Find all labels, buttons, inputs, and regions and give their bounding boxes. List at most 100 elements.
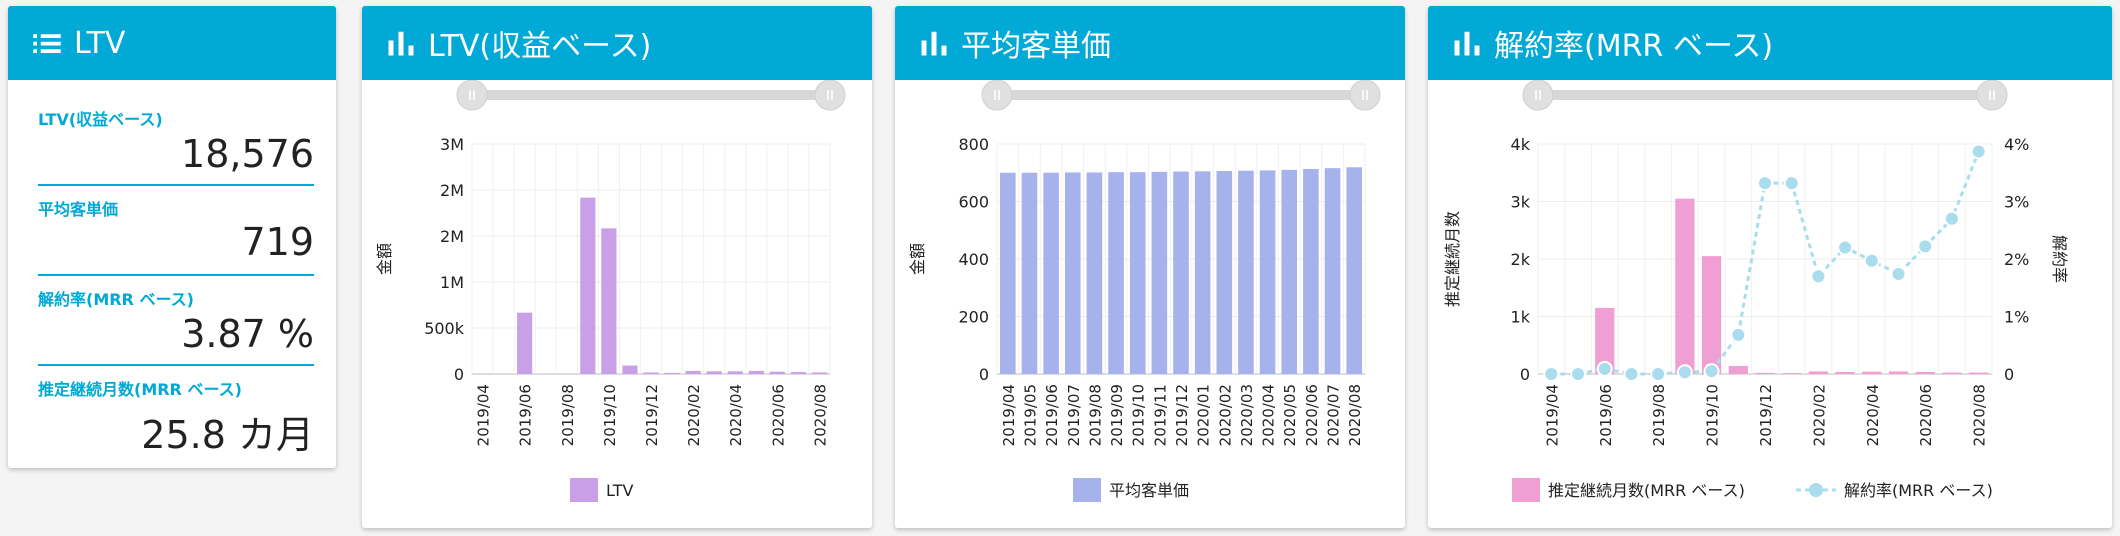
bar	[1808, 371, 1829, 374]
churn-chart-title: 解約率(MRR ベース)	[1494, 29, 1774, 64]
kpi-avg-price-label: 平均客単価	[38, 200, 119, 219]
ltv-chart-card: LTV(収益ベース) 0 500k 1M 2M 2M 3M 金額 2019/04 2019/06…	[362, 6, 872, 528]
bar	[1000, 172, 1016, 374]
bar	[1782, 373, 1802, 374]
bar	[1303, 169, 1319, 374]
legend-label: 解約率(MRR ベース)	[1844, 481, 1993, 500]
bar	[1755, 372, 1775, 374]
bar	[1915, 371, 1935, 374]
x-tick-label: 2019/04	[475, 384, 493, 446]
x-tick-label: 2019/06	[1597, 384, 1615, 446]
y-tick-label: 800	[958, 135, 989, 154]
x-tick-label: 2020/08	[1346, 384, 1364, 446]
x-tick-label: 2020/04	[1864, 384, 1882, 446]
range-slider-track	[1538, 90, 1992, 100]
slider-handle-circle	[814, 80, 846, 111]
ltv-chart-header: LTV(収益ベース)	[362, 6, 872, 80]
ltv-chart: 0 500k 1M 2M 2M 3M 金額 2019/04 2019/06 2019/08 2019…	[375, 80, 846, 502]
bar	[580, 197, 596, 374]
bar	[1151, 171, 1168, 374]
y-axis-label: 推定継続月数	[1443, 211, 1462, 307]
avg-price-chart-title: 平均客単価	[961, 29, 1111, 64]
y-tick-label: 200	[958, 308, 989, 327]
line-point	[1810, 268, 1827, 285]
bar	[1346, 167, 1362, 374]
line-point	[1676, 364, 1693, 381]
legend-swatch	[1512, 478, 1540, 502]
y-tick-label: 1k	[1511, 308, 1531, 327]
bar	[1129, 172, 1146, 374]
x-tick-label: 2019/10	[1704, 384, 1722, 446]
slider-handle-circle	[1349, 80, 1381, 111]
x-tick-label: 2020/02	[1810, 384, 1828, 446]
legend-label: 平均客単価	[1109, 481, 1189, 500]
x-tick-label: 2019/06	[1043, 384, 1061, 446]
bar-chart-icon	[921, 31, 947, 56]
kpi-card: LTV LTV(収益ベース) 18,576 平均客単価 719 解約率(MRR …	[8, 6, 336, 468]
y-tick-label: 0	[454, 365, 464, 384]
bar-chart-icon	[388, 31, 414, 56]
x-tick-label: 2020/05	[1281, 384, 1299, 446]
range-slider-start-handle[interactable]	[1522, 80, 1554, 111]
x-tick-label: 2019/12	[1757, 384, 1775, 446]
bar	[664, 372, 680, 374]
legend-swatch	[570, 478, 598, 502]
x-tick-label: 2019/04	[1543, 384, 1561, 446]
line-point	[1757, 175, 1773, 192]
range-slider-start-handle[interactable]	[456, 80, 488, 111]
bar-chart-icon	[1454, 31, 1480, 56]
y-tick-label: 3M	[440, 135, 464, 154]
bar	[1701, 256, 1722, 374]
bar	[1064, 172, 1081, 374]
kpi-ltv-label: LTV(収益ベース)	[38, 110, 163, 129]
x-tick-label: 2019/09	[1108, 384, 1126, 446]
x-tick-label: 2019/12	[643, 384, 661, 446]
line-point	[1703, 363, 1720, 380]
avg-price-chart-header: 平均客単価	[895, 6, 1405, 80]
x-tick-label: 2019/04	[1000, 384, 1018, 446]
y2-tick-label: 1%	[2004, 308, 2029, 327]
bar	[727, 371, 743, 374]
y-tick-label: 2k	[1511, 250, 1531, 269]
range-slider-end-handle[interactable]	[1976, 80, 2008, 111]
bar	[1259, 170, 1276, 374]
bar	[1675, 198, 1695, 374]
kpi-months-value: 25.8 カ月	[141, 413, 314, 457]
slider-handle-circle	[1976, 80, 2008, 111]
bar	[1324, 168, 1341, 374]
range-slider[interactable]	[1522, 80, 2008, 111]
range-slider-end-handle[interactable]	[814, 80, 846, 111]
y-tick-label: 0	[979, 365, 989, 384]
bar	[1281, 169, 1298, 374]
range-slider-end-handle[interactable]	[1349, 80, 1381, 111]
bar	[1194, 171, 1211, 374]
bar	[643, 372, 659, 374]
bar	[769, 371, 785, 374]
slider-handle-circle	[981, 80, 1013, 111]
kpi-churn-value: 3.87 %	[181, 312, 314, 356]
bar	[1835, 371, 1855, 374]
kpi-avg-price: 平均客単価 719	[38, 196, 314, 276]
bar	[1942, 372, 1962, 374]
bar	[517, 312, 533, 374]
y-tick-label: 400	[958, 250, 989, 269]
range-slider[interactable]	[981, 80, 1381, 111]
line-point	[1917, 238, 1934, 255]
line-point	[1730, 326, 1747, 343]
line-point	[1890, 265, 1907, 282]
x-tick-label: 2019/08	[1086, 384, 1104, 446]
x-tick-label: 2019/07	[1065, 384, 1083, 446]
x-tick-label: 2020/06	[1303, 384, 1321, 446]
bar	[1238, 170, 1254, 374]
line-point	[1623, 366, 1640, 382]
y-tick-label: 3k	[1511, 193, 1531, 212]
range-slider-start-handle[interactable]	[981, 80, 1013, 111]
kpi-churn-label: 解約率(MRR ベース)	[38, 290, 194, 309]
range-slider[interactable]	[456, 80, 846, 111]
line-point	[1837, 239, 1854, 256]
y-tick-label: 2M	[440, 181, 464, 200]
line-point	[1863, 252, 1880, 269]
bar	[790, 372, 806, 374]
x-tick-label: 2020/04	[727, 384, 745, 446]
y2-tick-label: 0	[2004, 365, 2014, 384]
